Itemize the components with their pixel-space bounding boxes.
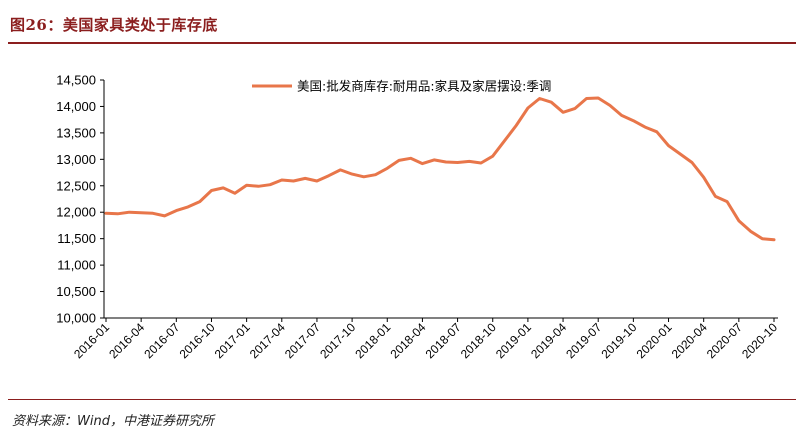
- x-tick-label: 2020-04: [669, 320, 710, 361]
- x-tick-label: 2018-07: [423, 320, 464, 361]
- series-layer: [104, 96, 776, 242]
- x-tick-label: 2017-07: [282, 320, 323, 361]
- x-tick-label: 2020-01: [634, 320, 675, 361]
- y-tick-label: 10,000: [56, 311, 96, 326]
- x-tick-label: 2017-01: [212, 320, 253, 361]
- source-note: 资料来源：Wind，中港证券研究所: [12, 414, 214, 429]
- x-tick-label: 2016-04: [106, 320, 147, 361]
- chart-legend: 美国:批发商库存:耐用品:家具及家居摆设:季调: [252, 79, 551, 94]
- y-tick-label: 11,500: [57, 231, 96, 246]
- x-tick-label: 2016-10: [177, 320, 218, 361]
- x-tick-label: 2019-07: [563, 320, 604, 361]
- y-tick-label: 13,000: [56, 152, 96, 167]
- x-tick-label: 2016-01: [71, 320, 112, 361]
- y-tick-label: 10,500: [56, 284, 96, 299]
- chart-axes: [103, 80, 778, 319]
- x-tick-label: 2018-04: [387, 320, 428, 361]
- source-rule: [8, 399, 796, 400]
- x-tick-label: 2020-10: [739, 320, 780, 361]
- x-tick-label: 2019-01: [493, 320, 534, 361]
- y-axis-ticks: 10,000 10,500 11,000 11,500 12,000 12,500 13,0…: [56, 73, 104, 326]
- x-tick-label: 2016-07: [141, 320, 182, 361]
- y-tick-label: 12,000: [56, 205, 96, 220]
- line-chart: 10,000 10,500 11,000 11,500 12,000 12,500 13,0…: [56, 73, 780, 362]
- x-tick-label: 2017-04: [247, 320, 288, 361]
- series-line: [104, 96, 776, 242]
- x-tick-label: 2019-10: [598, 320, 639, 361]
- x-tick-label: 2020-07: [704, 320, 745, 361]
- y-tick-label: 11,000: [57, 258, 96, 273]
- y-tick-label: 14,500: [56, 73, 96, 88]
- x-tick-label: 2018-01: [352, 320, 393, 361]
- y-tick-label: 13,500: [56, 125, 96, 140]
- figure-title: 图26：美国家具类处于库存底: [10, 16, 218, 34]
- x-tick-label: 2019-04: [528, 320, 569, 361]
- x-tick-label: 2018-10: [458, 320, 499, 361]
- y-tick-label: 12,500: [56, 178, 96, 193]
- y-tick-label: 14,000: [56, 99, 96, 114]
- title-rule: [8, 42, 796, 44]
- x-tick-label: 2017-10: [317, 320, 358, 361]
- x-axis-ticks: 2016-012016-042016-072016-102017-012017-…: [71, 318, 780, 361]
- legend-label: 美国:批发商库存:耐用品:家具及家居摆设:季调: [297, 79, 551, 94]
